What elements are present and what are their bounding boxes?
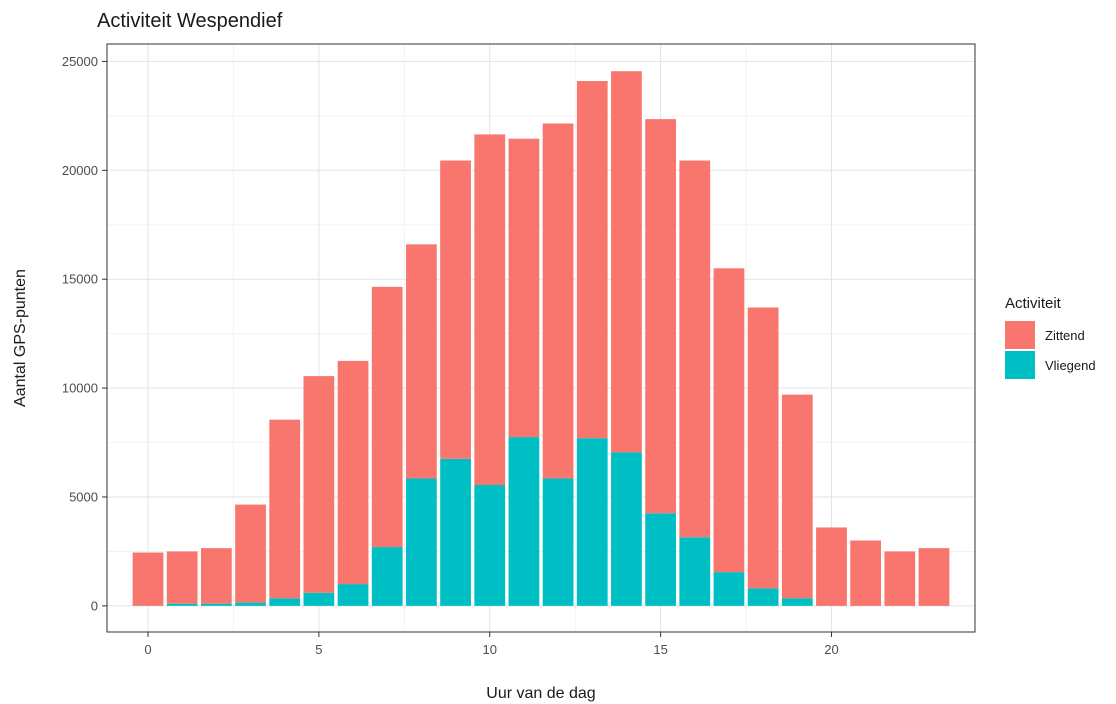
bar-vliegend — [542, 478, 574, 606]
legend-label-vliegend: Vliegend — [1045, 358, 1096, 373]
legend-swatch-zittend — [1005, 321, 1035, 349]
bar-zittend — [576, 81, 608, 439]
legend-title: Activiteit — [1005, 295, 1062, 312]
bar-zittend — [645, 119, 676, 514]
bars — [132, 71, 950, 606]
legend-label-zittend: Zittend — [1045, 328, 1085, 343]
bar-zittend — [713, 268, 745, 573]
bar-zittend — [611, 71, 642, 453]
bar-vliegend — [371, 547, 403, 606]
bar-vliegend — [508, 437, 540, 606]
bar-zittend — [303, 376, 335, 593]
bar-vliegend — [747, 588, 779, 606]
bar-zittend — [474, 134, 506, 485]
bar-zittend — [508, 138, 540, 438]
legend-swatch-vliegend — [1005, 351, 1035, 379]
bar-zittend — [406, 244, 437, 479]
y-tick-label: 20000 — [62, 163, 98, 178]
x-tick-label: 5 — [315, 642, 322, 657]
bar-vliegend — [576, 438, 608, 606]
bar-vliegend — [713, 572, 745, 606]
x-axis: 0 5 10 15 20 — [144, 632, 839, 657]
x-tick-label: 10 — [483, 642, 497, 657]
bar-zittend — [371, 286, 403, 548]
y-tick-label: 10000 — [62, 381, 98, 396]
bar-zittend — [679, 160, 711, 538]
plot-border — [106, 43, 976, 633]
bar-vliegend — [781, 598, 813, 606]
bar-zittend — [747, 307, 779, 589]
y-tick-label: 5000 — [69, 489, 98, 504]
bar-zittend — [781, 394, 813, 599]
bar-zittend — [337, 360, 369, 585]
bar-zittend — [850, 540, 882, 606]
bar-zittend — [200, 548, 232, 604]
bar-vliegend — [679, 537, 711, 606]
x-tick-label: 0 — [144, 642, 151, 657]
bar-zittend — [269, 419, 301, 599]
bar-zittend — [235, 504, 266, 603]
bar-vliegend — [235, 602, 266, 606]
bar-vliegend — [406, 478, 437, 606]
bar-vliegend — [269, 598, 301, 606]
legend: Activiteit Zittend Vliegend — [1005, 295, 1096, 379]
bar-vliegend — [337, 584, 369, 606]
bar-vliegend — [440, 458, 471, 606]
bar-vliegend — [611, 452, 642, 606]
bar-vliegend — [303, 592, 335, 606]
x-axis-title: Uur van de dag — [486, 685, 595, 702]
bar-vliegend — [645, 513, 676, 606]
bar-zittend — [816, 527, 847, 606]
bar-zittend — [884, 551, 916, 606]
bar-zittend — [166, 551, 198, 604]
bar-vliegend — [474, 485, 506, 606]
bar-vliegend — [166, 603, 198, 606]
bar-vliegend — [200, 603, 232, 606]
bar-zittend — [542, 123, 574, 479]
x-tick-label: 20 — [824, 642, 838, 657]
bar-zittend — [440, 160, 471, 459]
y-axis: 0 5000 10000 15000 20000 25000 — [62, 54, 107, 613]
y-tick-label: 15000 — [62, 272, 98, 287]
y-axis-title: Aantal GPS-punten — [12, 269, 29, 407]
y-tick-label: 0 — [91, 598, 98, 613]
y-tick-label: 25000 — [62, 54, 98, 69]
chart-title: Activiteit Wespendief — [97, 10, 283, 32]
bar-zittend — [132, 552, 164, 606]
x-tick-label: 15 — [653, 642, 667, 657]
bar-zittend — [918, 548, 950, 606]
